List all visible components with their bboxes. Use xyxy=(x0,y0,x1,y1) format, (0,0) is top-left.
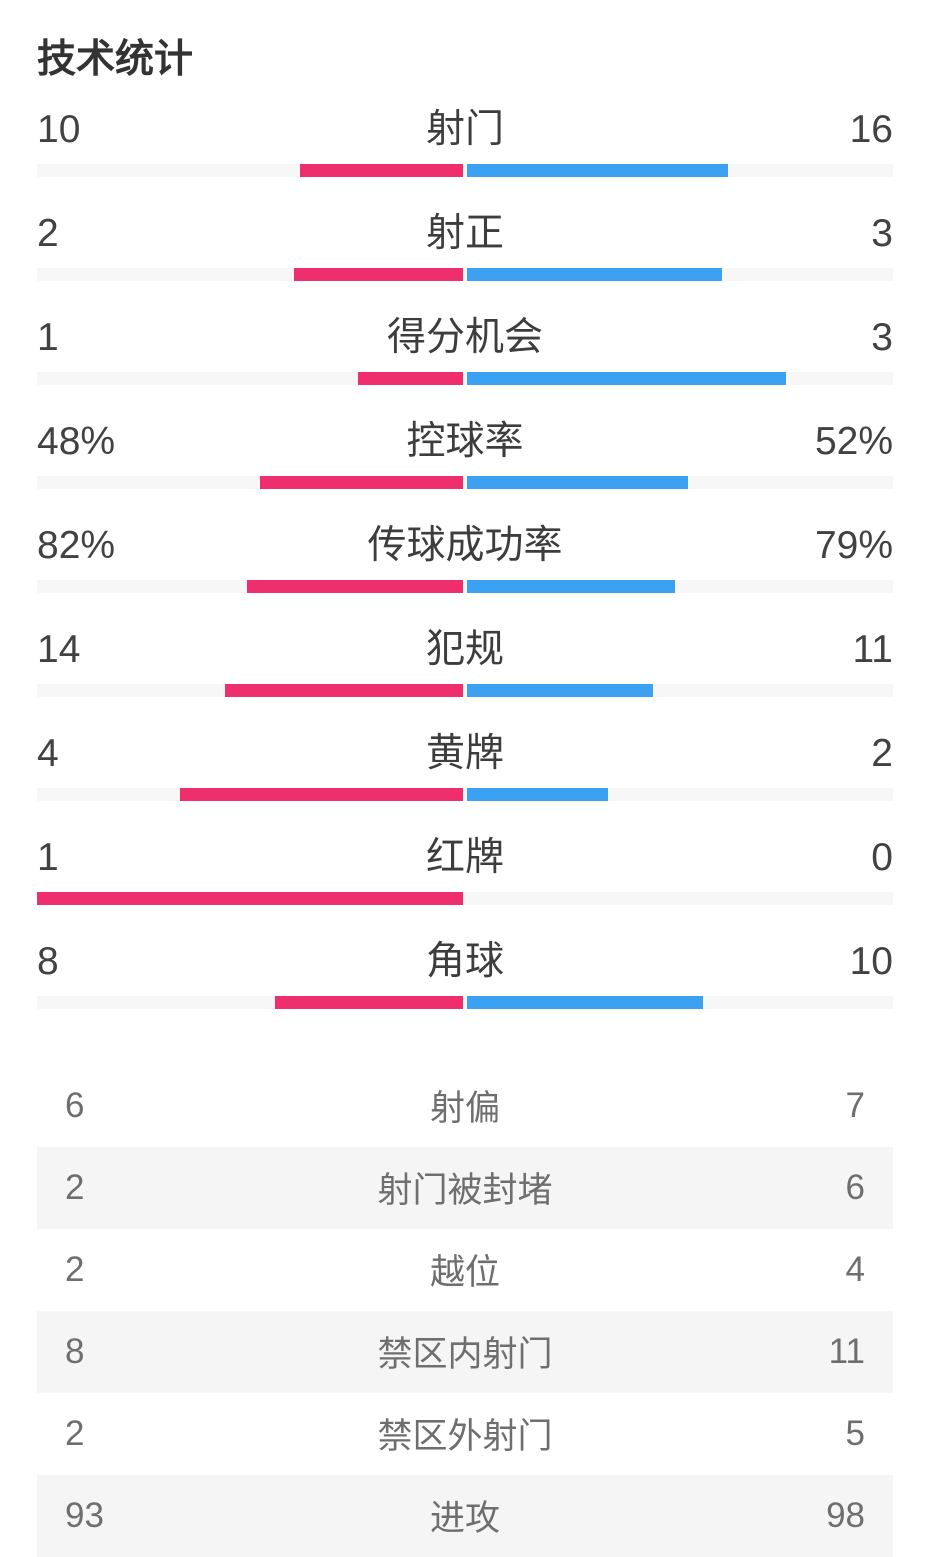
home-value: 14 xyxy=(37,627,81,671)
list-stat-row: 2 越位 4 xyxy=(37,1229,893,1311)
away-bar xyxy=(467,683,654,697)
stat-row: 1 得分机会 3 xyxy=(0,316,930,385)
away-bar xyxy=(467,475,688,489)
stat-row-header: 4 黄牌 2 xyxy=(37,732,893,776)
away-value: 4 xyxy=(845,1249,865,1289)
home-value: 2 xyxy=(65,1167,85,1207)
stat-label: 红牌 xyxy=(425,835,505,879)
home-bar xyxy=(293,267,463,281)
stat-label: 得分机会 xyxy=(386,315,544,359)
stat-bar-track xyxy=(37,995,893,1009)
stat-row: 48% 控球率 52% xyxy=(0,420,930,489)
stat-label: 犯规 xyxy=(425,627,505,671)
away-bar xyxy=(467,579,675,593)
home-value: 8 xyxy=(65,1331,85,1371)
home-bar xyxy=(259,475,463,489)
home-bar xyxy=(300,163,463,177)
away-value: 5 xyxy=(845,1413,865,1453)
away-value: 10 xyxy=(849,939,893,983)
home-value: 2 xyxy=(37,211,59,255)
home-value: 2 xyxy=(65,1413,85,1453)
stat-bar-track xyxy=(37,475,893,489)
home-bar xyxy=(37,891,463,905)
home-bar xyxy=(179,787,463,801)
away-bar xyxy=(467,267,722,281)
stat-row: 4 黄牌 2 xyxy=(0,732,930,801)
match-stats-panel: { "title": "技术统计", "colors": { "home": "… xyxy=(0,38,930,1539)
away-bar xyxy=(467,995,703,1009)
away-bar xyxy=(467,787,608,801)
list-stat-row: 6 射偏 7 xyxy=(37,1065,893,1147)
stat-row: 2 射正 3 xyxy=(0,212,930,281)
away-value: 6 xyxy=(845,1167,865,1207)
away-value: 52% xyxy=(814,419,893,463)
home-value: 6 xyxy=(65,1085,85,1125)
stat-label: 黄牌 xyxy=(425,731,505,775)
away-value: 3 xyxy=(871,211,893,255)
stat-row-header: 1 红牌 0 xyxy=(37,836,893,880)
home-value: 4 xyxy=(37,731,59,775)
stat-row-header: 1 得分机会 3 xyxy=(37,316,893,360)
away-value: 11 xyxy=(852,627,894,671)
away-value: 79% xyxy=(814,523,893,567)
stat-label: 射正 xyxy=(425,211,505,255)
stat-row: 8 角球 10 xyxy=(0,940,930,1009)
stat-bar-track xyxy=(37,371,893,385)
stat-label: 传球成功率 xyxy=(367,523,563,567)
stat-label: 禁区内射门 xyxy=(377,1335,553,1375)
stat-row: 1 红牌 0 xyxy=(0,836,930,905)
home-value: 2 xyxy=(65,1249,85,1289)
stat-row: 10 射门 16 xyxy=(0,108,930,177)
away-value: 7 xyxy=(845,1085,865,1125)
list-stat-row: 8 禁区内射门 11 xyxy=(37,1310,893,1393)
list-stat-row: 2 禁区外射门 5 xyxy=(37,1393,893,1475)
home-value: 93 xyxy=(65,1495,104,1535)
away-value: 16 xyxy=(849,107,893,151)
stat-row: 82% 传球成功率 79% xyxy=(0,524,930,593)
list-stat-row: 93 进攻 98 xyxy=(37,1474,893,1557)
stat-bar-track xyxy=(37,683,893,697)
stat-label: 射偏 xyxy=(429,1089,501,1129)
home-value: 82% xyxy=(37,523,116,567)
stat-label: 控球率 xyxy=(406,419,524,463)
home-bar xyxy=(225,683,463,697)
home-value: 1 xyxy=(37,835,59,879)
away-value: 11 xyxy=(828,1331,865,1371)
stat-bar-track xyxy=(37,163,893,177)
stat-row-header: 8 角球 10 xyxy=(37,940,893,984)
stat-bar-track xyxy=(37,787,893,801)
home-bar xyxy=(358,371,463,385)
away-value: 0 xyxy=(871,835,893,879)
home-value: 1 xyxy=(37,315,59,359)
stat-label: 射门被封堵 xyxy=(377,1171,553,1211)
list-stat-row: 2 射门被封堵 6 xyxy=(37,1146,893,1229)
stat-row: 14 犯规 11 xyxy=(0,628,930,697)
page-title: 技术统计 xyxy=(37,38,194,81)
home-bar xyxy=(246,579,463,593)
away-bar xyxy=(467,163,729,177)
bar-stats-section: 10 射门 16 2 射正 3 1 得分机会 3 48% 控球率 52% 82% 传球成功率 79% 14 犯规… xyxy=(0,108,930,1009)
away-value: 98 xyxy=(826,1495,865,1535)
stat-row-header: 14 犯规 11 xyxy=(37,628,893,672)
stat-label: 进攻 xyxy=(429,1499,501,1539)
stat-row-header: 48% 控球率 52% xyxy=(37,420,893,464)
stat-label: 越位 xyxy=(429,1253,501,1293)
home-value: 10 xyxy=(37,107,81,151)
away-value: 2 xyxy=(871,731,893,775)
stat-row-header: 82% 传球成功率 79% xyxy=(37,524,893,568)
away-value: 3 xyxy=(871,315,893,359)
stat-row-header: 10 射门 16 xyxy=(37,108,893,152)
stat-bar-track xyxy=(37,579,893,593)
stat-label: 禁区外射门 xyxy=(377,1417,553,1457)
stat-bar-track xyxy=(37,891,893,905)
home-value: 48% xyxy=(37,419,116,463)
list-stats-section: 6 射偏 7 2 射门被封堵 6 2 越位 4 8 禁区内射门 11 2 禁区外射门 5 93 进攻 98 xyxy=(37,1065,893,1557)
stat-label: 射门 xyxy=(425,107,505,151)
home-bar xyxy=(274,995,463,1009)
stat-label: 角球 xyxy=(425,939,505,983)
stat-row-header: 2 射正 3 xyxy=(37,212,893,256)
away-bar xyxy=(467,371,786,385)
home-value: 8 xyxy=(37,939,59,983)
stat-bar-track xyxy=(37,267,893,281)
